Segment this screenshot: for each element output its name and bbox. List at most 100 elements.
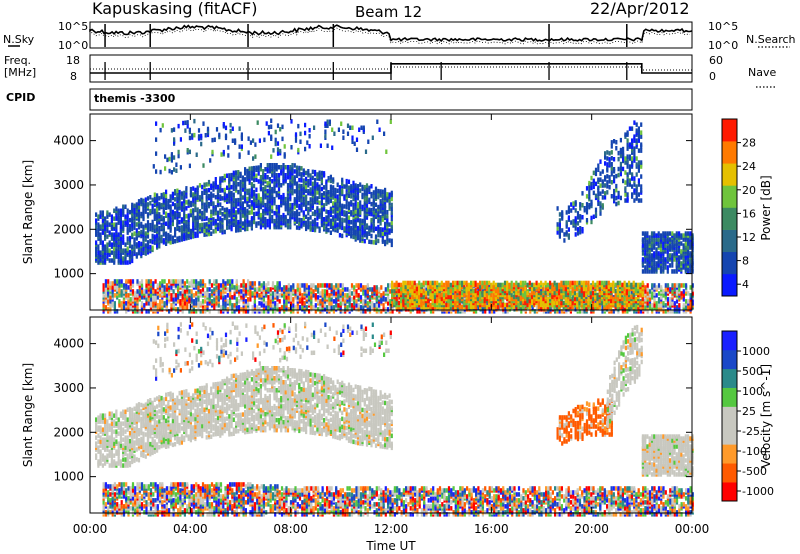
heatmap-cell xyxy=(244,185,247,190)
heatmap-cell xyxy=(529,309,532,314)
heatmap-cell xyxy=(610,140,613,145)
heatmap-cell xyxy=(416,283,419,288)
heatmap-cell xyxy=(628,168,631,173)
heatmap-cell xyxy=(637,168,640,173)
heatmap-cell xyxy=(128,217,132,223)
heatmap-cell xyxy=(365,195,369,200)
heatmap-cell xyxy=(167,236,170,242)
heatmap-cell xyxy=(283,152,286,157)
heatmap-cell xyxy=(149,244,152,250)
heatmap-cell xyxy=(266,167,269,172)
heatmap-cell xyxy=(336,188,339,193)
heatmap-cell xyxy=(637,192,640,197)
heatmap-cell xyxy=(342,135,345,140)
heatmap-cell xyxy=(626,309,629,314)
heatmap-cell xyxy=(327,210,330,215)
heatmap-cell xyxy=(423,285,426,290)
heatmap-cell xyxy=(599,177,602,182)
heatmap-cell xyxy=(247,136,250,141)
heatmap-cell xyxy=(567,227,570,232)
heatmap-cell xyxy=(252,138,255,143)
heatmap-cell xyxy=(302,196,305,201)
heatmap-cell xyxy=(606,156,609,161)
heatmap-cell xyxy=(287,307,290,312)
heatmap-cell xyxy=(606,184,609,189)
heatmap-cell xyxy=(585,305,588,310)
heatmap-cell xyxy=(256,287,259,292)
beam-title: Beam 12 xyxy=(355,3,422,21)
heatmap-cell xyxy=(641,231,644,236)
heatmap-cell xyxy=(142,214,145,220)
heatmap-cell xyxy=(606,180,609,185)
heatmap-cell xyxy=(298,177,301,183)
heatmap-cell xyxy=(159,299,162,304)
heatmap-cell xyxy=(576,227,580,232)
heatmap-cell xyxy=(617,150,620,156)
heatmap-cell xyxy=(508,307,512,312)
heatmap-cell xyxy=(343,184,346,189)
heatmap-cell xyxy=(310,283,313,288)
heatmap-cell xyxy=(336,182,339,187)
heatmap-cell xyxy=(364,289,367,294)
heatmap-cell xyxy=(250,170,253,175)
heatmap-cell xyxy=(205,194,208,199)
heatmap-cell xyxy=(266,218,269,224)
heatmap-cell xyxy=(116,309,119,314)
heatmap-cell xyxy=(273,177,276,182)
heatmap-cell xyxy=(175,162,178,167)
heatmap-cell xyxy=(579,206,582,211)
heatmap-cell xyxy=(407,307,410,312)
heatmap-cell xyxy=(592,178,595,184)
heatmap-cell xyxy=(682,289,685,294)
heatmap-cell xyxy=(253,299,256,304)
heatmap-cell xyxy=(262,303,265,308)
heatmap-cell xyxy=(113,285,116,290)
heatmap-cell xyxy=(317,307,320,312)
nsky-line xyxy=(89,24,693,43)
heatmap-cell xyxy=(107,283,110,288)
nave-tick-bottom: 0 xyxy=(709,70,716,83)
heatmap-cell xyxy=(328,301,331,306)
heatmap-cell xyxy=(170,285,173,290)
heatmap-cell xyxy=(275,173,278,178)
heatmap-cell xyxy=(657,303,661,308)
heatmap-cell xyxy=(678,303,681,308)
heatmap-cell xyxy=(594,171,598,177)
heatmap-cell xyxy=(237,176,240,181)
heatmap-cell xyxy=(329,206,332,212)
heatmap-cell xyxy=(233,303,236,308)
heatmap-cell xyxy=(338,223,341,228)
heatmap-cell xyxy=(398,285,401,290)
heatmap-cell xyxy=(110,214,113,219)
heatmap-cell xyxy=(597,191,600,196)
heatmap-cell xyxy=(563,232,566,237)
heatmap-cell xyxy=(567,205,570,210)
heatmap-cell xyxy=(660,303,663,308)
heatmap-cell xyxy=(293,217,296,222)
heatmap-cell xyxy=(271,167,274,172)
heatmap-cell xyxy=(248,192,251,197)
heatmap-cell xyxy=(364,309,367,314)
heatmap-cell xyxy=(354,193,357,198)
heatmap-cell xyxy=(556,206,559,211)
heatmap-cell xyxy=(176,202,179,207)
heatmap-cell xyxy=(171,209,174,215)
heatmap-cell xyxy=(195,279,198,284)
heatmap-cell xyxy=(691,283,694,288)
heatmap-cell xyxy=(666,297,670,302)
heatmap-cell xyxy=(626,182,629,187)
heatmap-cell xyxy=(622,150,625,156)
heatmap-cell xyxy=(147,297,150,302)
heatmap-cell xyxy=(254,154,257,159)
heatmap-cell xyxy=(244,309,247,314)
heatmap-cell xyxy=(648,303,652,308)
heatmap-cell xyxy=(268,188,271,194)
heatmap-cell xyxy=(257,165,260,170)
heatmap-cell xyxy=(284,165,287,170)
heatmap-cell xyxy=(298,171,301,177)
heatmap-cell xyxy=(119,236,122,241)
heatmap-cell xyxy=(274,141,277,147)
heatmap-cell xyxy=(135,228,138,233)
heatmap-cell xyxy=(95,252,98,257)
heatmap-cell xyxy=(296,305,299,310)
